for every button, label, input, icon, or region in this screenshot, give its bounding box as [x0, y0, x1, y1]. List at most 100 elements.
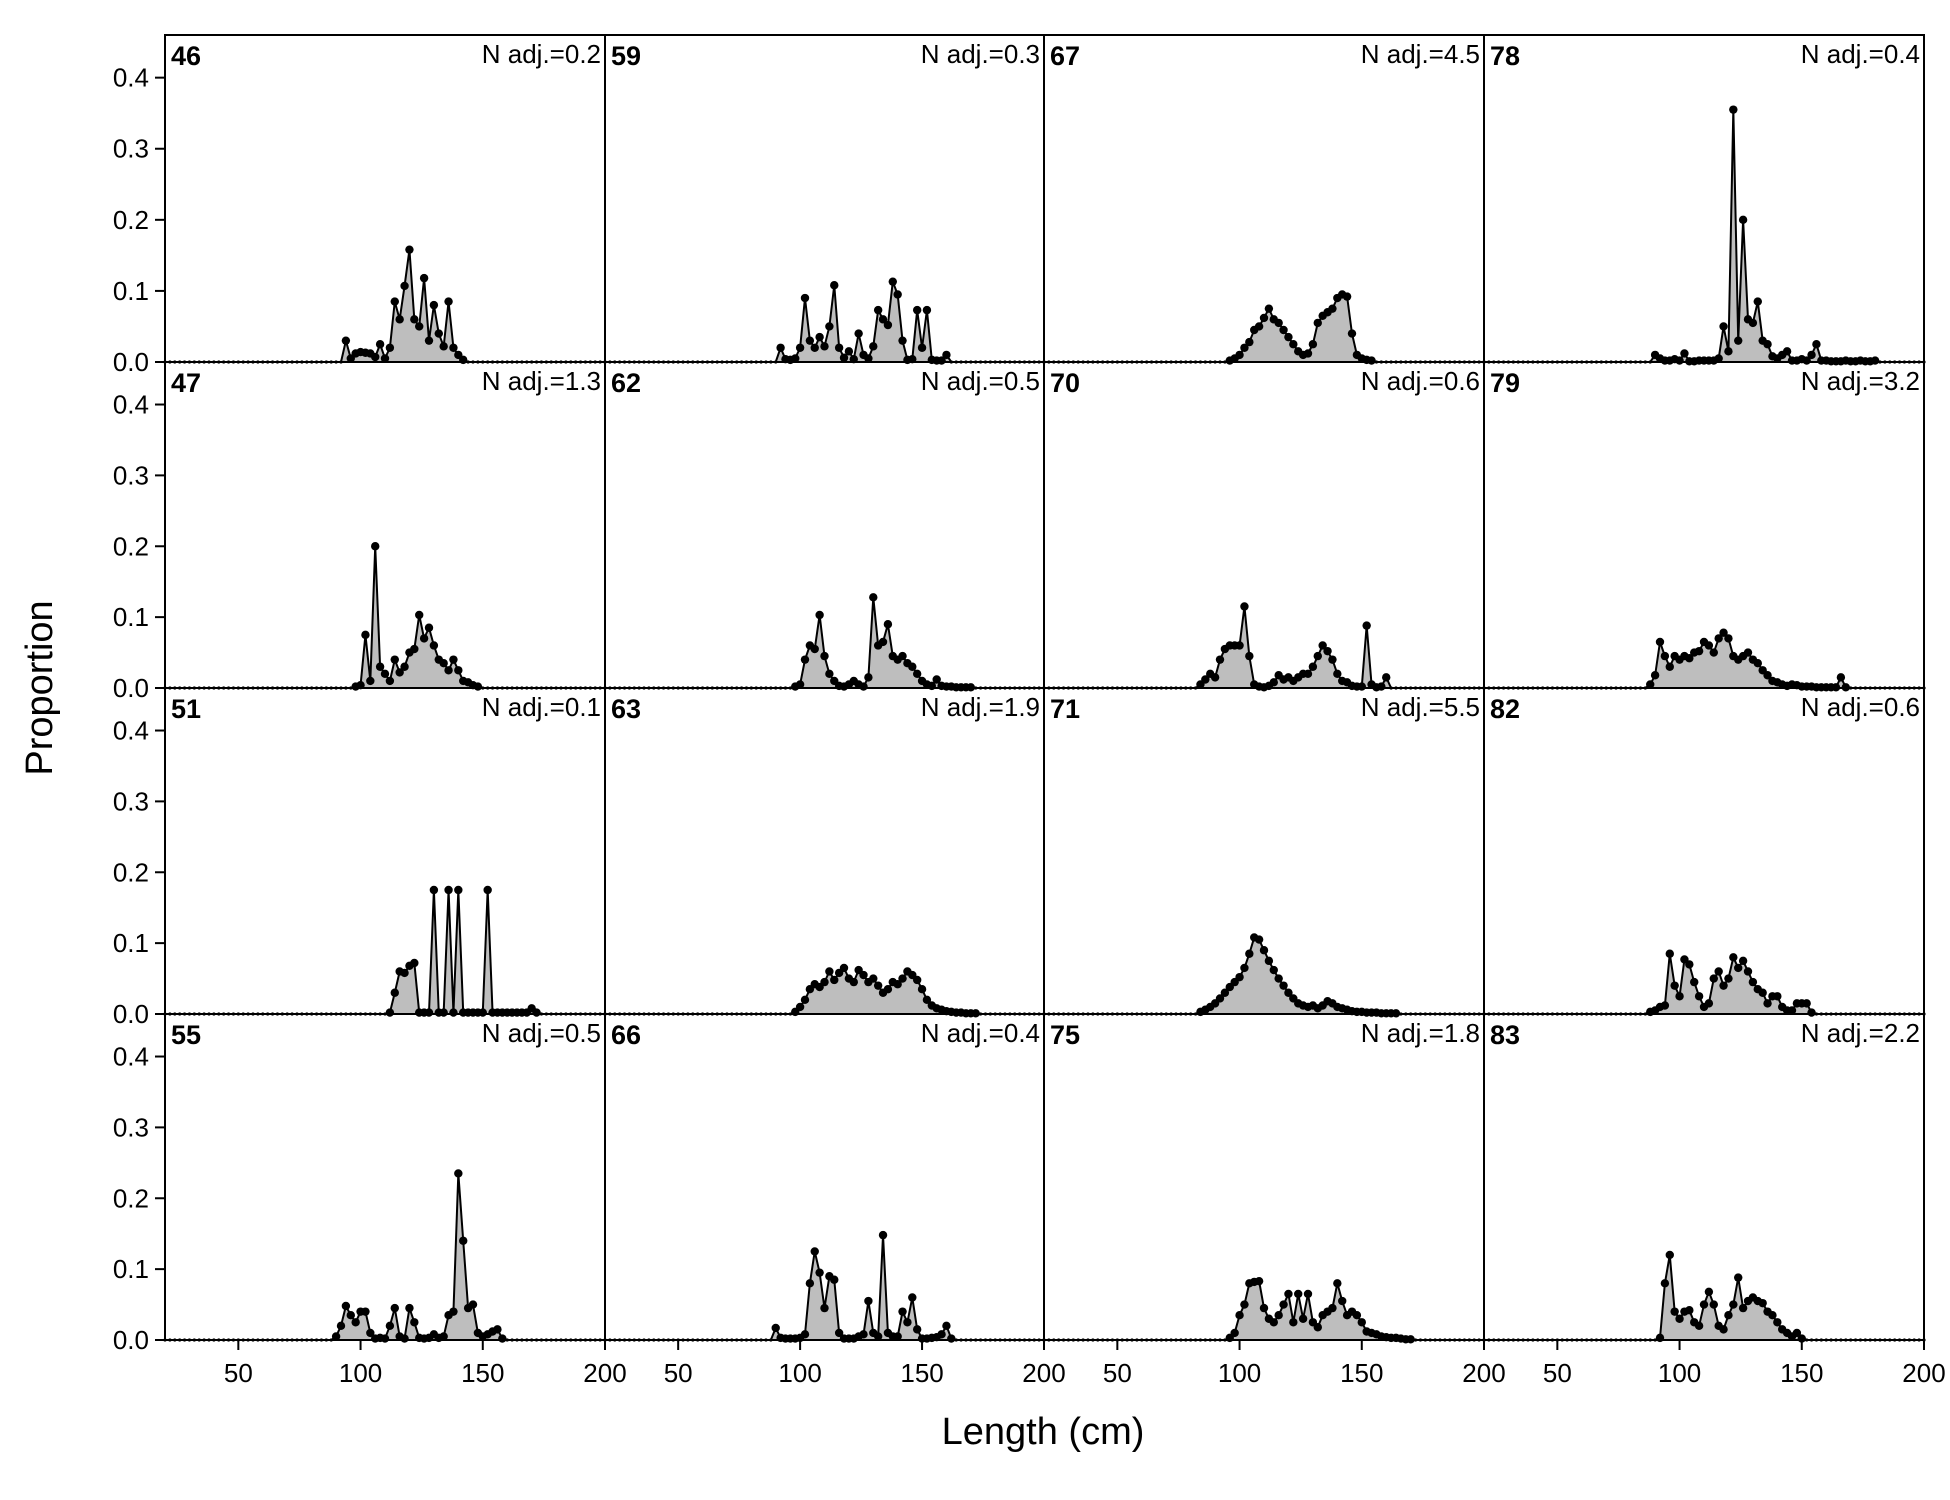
data-point [380, 669, 390, 679]
data-point [1333, 1279, 1342, 1288]
data-point [1802, 999, 1811, 1008]
data-point [1240, 343, 1249, 352]
data-point [424, 623, 434, 632]
y-axis-title: Proportion [19, 600, 61, 775]
panel-id-label: 55 [171, 1020, 201, 1050]
panel-n-label: N adj.=0.5 [482, 1018, 601, 1048]
data-point [1240, 963, 1249, 973]
data-point [1738, 215, 1748, 225]
x-tick-label: 50 [1543, 1358, 1572, 1388]
data-point [859, 682, 868, 691]
data-point [375, 662, 385, 671]
data-point [1870, 356, 1880, 365]
panel-n-label: N adj.=0.4 [1801, 39, 1920, 69]
data-point [893, 1332, 902, 1341]
data-point [912, 1325, 922, 1334]
data-point [1274, 318, 1283, 328]
distribution-area [1044, 937, 1484, 1014]
data-point [410, 958, 419, 968]
data-point [1259, 313, 1269, 323]
data-point [1303, 669, 1313, 679]
data-point [859, 1330, 868, 1339]
data-point [1313, 651, 1322, 661]
data-point [371, 352, 380, 362]
panel-id-label: 47 [171, 368, 201, 398]
data-point [1714, 967, 1723, 976]
data-point [825, 322, 834, 331]
x-tick-label: 100 [1218, 1358, 1261, 1388]
data-point [795, 1002, 805, 1012]
data-point [854, 329, 863, 338]
y-tick-label: 0.1 [113, 1254, 149, 1284]
distribution-area [1044, 294, 1484, 362]
data-point [351, 1318, 360, 1327]
data-point [439, 1008, 448, 1017]
data-point [898, 974, 907, 983]
y-tick-label: 0.0 [113, 1325, 149, 1355]
data-point [449, 343, 458, 352]
data-point [1709, 1300, 1718, 1309]
data-point [410, 315, 419, 324]
data-point [815, 610, 824, 620]
data-point [1792, 1328, 1802, 1338]
data-point [1294, 1289, 1303, 1299]
data-point [893, 980, 902, 989]
data-point [1333, 669, 1342, 679]
panel-70: 70 N adj.=0.6 [1042, 366, 1486, 692]
data-point [400, 281, 409, 291]
data-point [942, 350, 951, 360]
data-point [415, 610, 424, 620]
data-point [1313, 318, 1322, 328]
panel-79: 79 N adj.=3.2 [1482, 366, 1926, 692]
data-point [1210, 673, 1220, 682]
data-point [454, 1169, 463, 1178]
distribution-area [165, 889, 605, 1014]
data-point [1245, 949, 1254, 958]
data-point [366, 676, 375, 686]
panel-83: 83 N adj.=2.2 [1482, 1018, 1926, 1343]
data-point [400, 1334, 409, 1343]
data-point [424, 1008, 434, 1017]
data-point [1284, 988, 1293, 997]
data-point [830, 281, 839, 290]
panel-id-label: 79 [1490, 368, 1520, 398]
data-point [937, 1330, 946, 1339]
data-point [1660, 1279, 1670, 1288]
panel-id-label: 51 [171, 694, 201, 724]
data-point [1201, 675, 1210, 684]
data-point [800, 1330, 810, 1339]
data-point [1690, 977, 1699, 987]
data-point [1254, 935, 1264, 944]
data-point [1743, 648, 1753, 657]
data-point [1289, 340, 1298, 349]
data-point [1230, 1328, 1239, 1338]
data-point [1748, 977, 1758, 987]
data-point [873, 981, 883, 990]
panel-59: 59 N adj.=0.3 [603, 39, 1046, 365]
data-point [371, 542, 380, 551]
data-point [898, 1307, 907, 1316]
panel-n-label: N adj.=0.3 [921, 39, 1040, 69]
data-point [1675, 356, 1684, 365]
data-point [1719, 981, 1728, 990]
data-point [375, 340, 385, 349]
data-point [385, 676, 395, 686]
y-tick-label: 0.1 [113, 602, 149, 632]
data-point [1807, 1008, 1816, 1017]
panel-n-label: N adj.=0.6 [1801, 692, 1920, 722]
data-point [1665, 949, 1674, 958]
data-point [883, 620, 893, 629]
data-point [830, 1275, 839, 1284]
data-point [1812, 340, 1821, 349]
data-point [405, 1303, 414, 1313]
distribution-area [1484, 1254, 1924, 1340]
data-point [1729, 1300, 1738, 1309]
data-point [1220, 988, 1230, 997]
data-point [390, 988, 399, 997]
data-point [459, 1236, 468, 1245]
data-point [1734, 963, 1743, 973]
data-point [415, 322, 424, 331]
distribution-line [165, 546, 605, 689]
panel-id-label: 78 [1490, 41, 1520, 71]
